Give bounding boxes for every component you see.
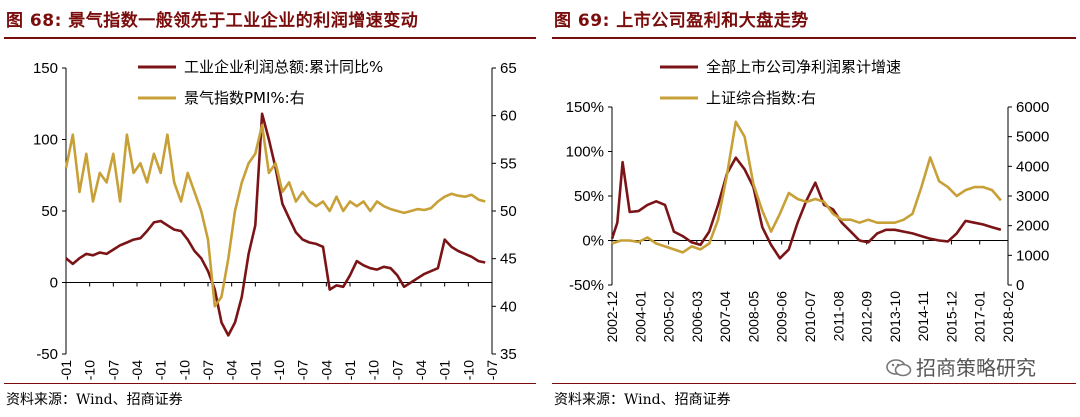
left-legend-label-1: 工业企业利润总额:累计同比% <box>184 58 383 76</box>
left-chart: -50 0 50 100 150 35 40 45 50 55 60 65 2005-01 2005-10… <box>33 58 517 380</box>
right-xtick-label: 2015-12 <box>943 291 959 343</box>
left-xtick-label: 2015-07 <box>389 360 405 380</box>
right-ytick-right-label: 5000 <box>1016 129 1049 146</box>
right-xtick-label: 2010-07 <box>802 291 818 343</box>
left-ytick-left-label: 50 <box>41 203 58 220</box>
left-ytick-left-label: 0 <box>50 275 58 292</box>
left-xtick-label: 2014-01 <box>342 360 358 380</box>
right-ytick-left-label: 0% <box>582 233 604 250</box>
left-series-2-line <box>64 123 486 308</box>
left-xtick-label: 2016-04 <box>413 360 429 380</box>
right-legend-label-1: 全部上市公司净利润累计增速 <box>706 58 901 76</box>
right-source-rule <box>552 383 1076 384</box>
right-chart: -50% 0% 50% 100% 150% 0 1000 2000 3000 4000 5000 60… <box>566 58 1050 343</box>
left-xtick-label: 2008-10 <box>176 360 192 380</box>
right-chart-panel: 图 69: 上市公司盈利和大盘走势 -50% 0% 50% 100% 150% 0 1000… <box>548 0 1080 417</box>
left-xtick-label: 2017-10 <box>460 360 476 380</box>
left-chart-panel: 图 68: 景气指数一般领先于工业企业的利润增速变动 -50 0 50 100 150 3… <box>4 11 536 408</box>
left-xtick-label: 2007-04 <box>129 360 145 380</box>
left-source-rule <box>4 383 536 384</box>
left-source: 资料来源：Wind、招商证券 <box>6 392 183 408</box>
left-ytick-right-label: 55 <box>500 155 517 172</box>
left-xtick-label: 2005-01 <box>58 360 74 380</box>
right-xtick-label: 2009-06 <box>774 291 790 343</box>
left-xtick-label: 2014-10 <box>366 360 382 380</box>
right-ytick-left-label: 100% <box>566 144 604 161</box>
watermark-text: 招商策略研究 <box>916 356 1036 380</box>
left-ytick-right-label: 65 <box>500 60 517 77</box>
right-ytick-right-label: 1000 <box>1016 247 1049 264</box>
left-chart-title: 图 68: 景气指数一般领先于工业企业的利润增速变动 <box>6 11 419 31</box>
left-xtick-label: 2009-07 <box>200 360 216 380</box>
left-ytick-left-label: 100 <box>33 132 58 149</box>
left-xtick-label: 2018-07 <box>484 360 500 380</box>
left-ytick-right-label: 45 <box>500 251 517 268</box>
right-xtick-label: 2004-01 <box>632 291 648 343</box>
right-xtick-label: 2006-03 <box>689 291 705 343</box>
right-ytick-left-label: 50% <box>574 188 604 205</box>
left-title-rule <box>4 37 536 39</box>
right-series-1-line <box>610 156 1002 260</box>
right-xtick-label: 2008-05 <box>745 291 761 343</box>
left-ytick-right-label: 40 <box>500 298 517 315</box>
right-series-2-line <box>611 120 1002 254</box>
right-source: 资料来源：Wind、招商证券 <box>554 392 731 408</box>
right-xtick-label: 2011-08 <box>830 291 846 342</box>
left-xtick-label: 2006-07 <box>105 360 121 380</box>
right-ytick-left-label: 150% <box>566 99 604 116</box>
left-xtick-label: 2012-07 <box>295 360 311 380</box>
right-ytick-right-label: 3000 <box>1016 188 1049 205</box>
left-ytick-right-label: 60 <box>500 108 517 125</box>
left-ytick-left-label: 150 <box>33 60 58 77</box>
left-xtick-label: 2010-04 <box>224 360 240 380</box>
right-title-rule <box>552 37 1076 39</box>
left-xtick-label: 2008-01 <box>153 360 169 380</box>
right-xtick-label: 2014-11 <box>915 291 931 342</box>
left-xtick-label: 2011-10 <box>271 360 287 380</box>
right-ytick-right-label: 0 <box>1016 277 1024 294</box>
left-xtick-label: 2005-10 <box>82 360 98 380</box>
right-xtick-label: 2012-09 <box>859 291 875 343</box>
left-ytick-right-label: 35 <box>500 346 517 363</box>
right-xtick-label: 2017-01 <box>972 291 988 343</box>
right-xtick-label: 2013-10 <box>887 291 903 343</box>
left-ytick-left-label: -50 <box>36 346 58 363</box>
right-ytick-left-label: -50% <box>569 277 604 294</box>
right-xtick-label: 2002-12 <box>604 291 620 343</box>
left-xtick-label: 2017-01 <box>437 360 453 380</box>
left-xtick-label: 2011-01 <box>247 360 263 380</box>
right-ytick-right-label: 6000 <box>1016 99 1049 116</box>
right-chart-title: 图 69: 上市公司盈利和大盘走势 <box>554 11 809 31</box>
left-ytick-right-label: 50 <box>500 203 517 220</box>
left-xtick-label: 2013-04 <box>318 360 334 380</box>
right-legend-label-2: 上证综合指数:右 <box>706 89 816 107</box>
right-ytick-right-label: 4000 <box>1016 158 1049 175</box>
left-legend-label-2: 景气指数PMI%:右 <box>184 89 305 107</box>
wechat-icon <box>886 359 912 377</box>
right-xtick-label: 2005-02 <box>661 291 677 343</box>
right-xtick-label: 2018-02 <box>1000 291 1016 343</box>
right-xtick-label: 2007-04 <box>717 291 733 343</box>
right-ytick-right-label: 2000 <box>1016 218 1049 235</box>
watermark: 招商策略研究 <box>886 352 1036 381</box>
